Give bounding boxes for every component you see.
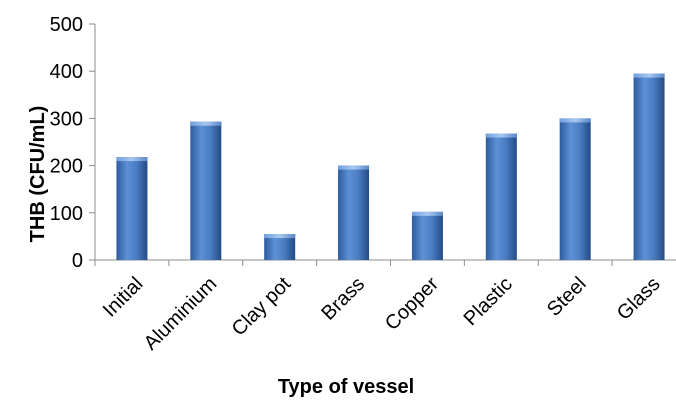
y-tick-label: 400	[50, 61, 83, 83]
y-axis-title: THB (CFU/mL)	[27, 106, 49, 243]
bar-rect	[190, 121, 222, 260]
bar-cap	[116, 157, 148, 162]
bars	[116, 73, 665, 261]
bar-cap	[633, 73, 665, 78]
x-tick-label: Copper	[381, 273, 443, 335]
bar-rect	[559, 118, 591, 261]
bar-aluminium	[190, 121, 222, 260]
x-tick-label: Clay pot	[228, 273, 296, 341]
bar-copper	[411, 211, 443, 260]
x-axis-title: Type of vessel	[278, 376, 414, 398]
y-tick-label: 100	[50, 203, 83, 225]
bar-cap	[264, 234, 296, 239]
bar-cap	[559, 118, 591, 123]
y-axis: 0 100 200 300 400 500	[50, 14, 96, 272]
x-tick-label: Plastic	[460, 273, 517, 330]
bar-rect	[411, 211, 443, 260]
y-tick-label: 500	[50, 14, 83, 36]
x-tick-label: Initial	[99, 273, 148, 322]
bar-cap	[485, 133, 517, 138]
bar-cap	[411, 211, 443, 216]
bar-rect	[485, 133, 517, 260]
x-tick-label: Brass	[317, 273, 369, 325]
bar-rect	[116, 157, 148, 260]
bar-glass	[633, 73, 665, 260]
bar-steel	[559, 118, 591, 261]
bar-initial	[116, 157, 148, 260]
bar-cap	[190, 121, 222, 126]
y-tick-label: 0	[72, 250, 83, 272]
bar-clay-pot	[264, 234, 296, 260]
bar-plastic	[485, 133, 517, 260]
bar-rect	[264, 234, 296, 260]
x-tick-label: Glass	[613, 273, 665, 325]
bar-rect	[338, 165, 370, 260]
bar-brass	[338, 165, 370, 260]
y-tick-label: 200	[50, 156, 83, 178]
x-tick-label: Steel	[543, 273, 591, 321]
bar-cap	[338, 165, 370, 170]
x-tick-label: Aluminium	[140, 273, 222, 355]
y-tick-label: 300	[50, 108, 83, 130]
bar-rect	[633, 73, 665, 260]
